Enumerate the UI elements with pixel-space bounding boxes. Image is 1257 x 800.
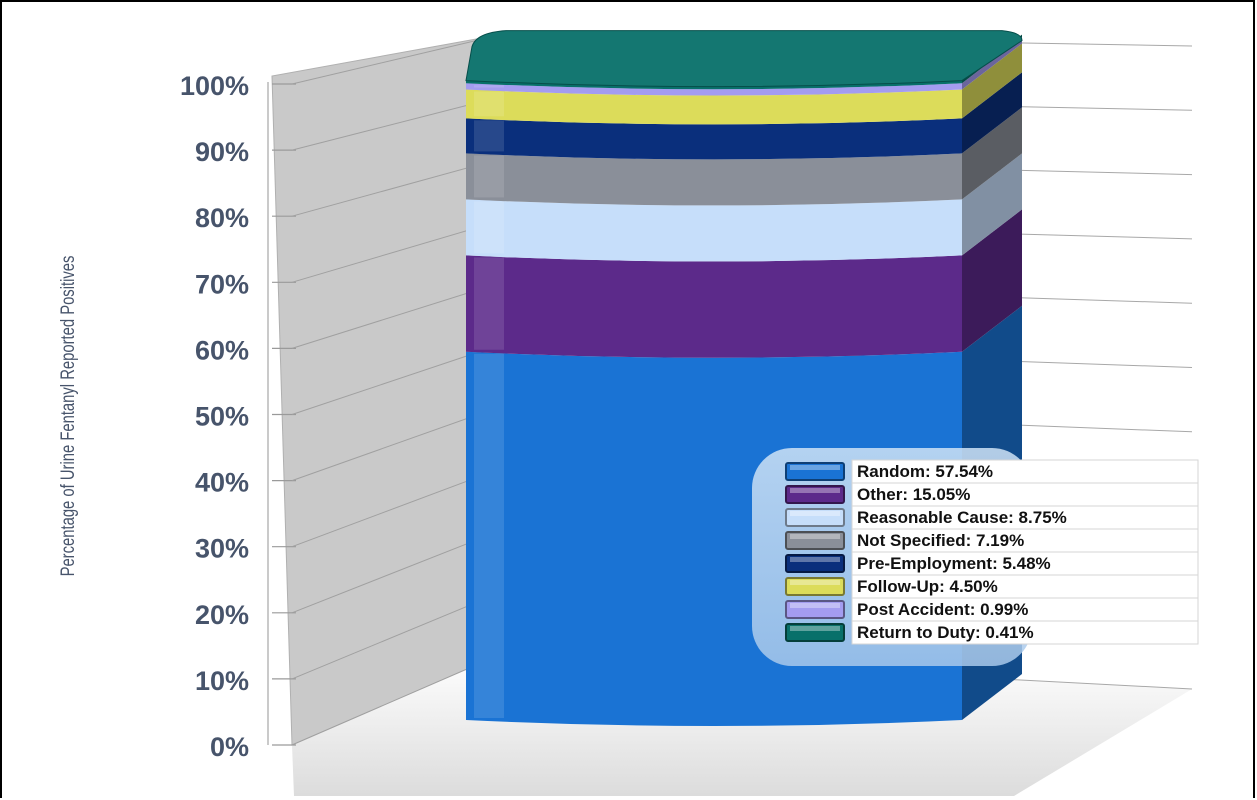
- legend-swatch-gloss: [790, 465, 840, 470]
- legend-item: Pre-Employment: 5.48%: [785, 551, 1199, 576]
- legend-swatch: [785, 554, 845, 573]
- legend-label: Not Specified: 7.19%: [857, 531, 1024, 550]
- bar-segment-reasonable-cause: [466, 153, 1022, 262]
- bar-top-cap: [465, 30, 1023, 88]
- y-tick-label: 50%: [195, 402, 249, 432]
- bar-side: [962, 209, 1022, 352]
- bar-segment-not-specified: [466, 107, 1022, 206]
- bar-segment-pre-employment: [466, 72, 1022, 160]
- bar-face: [466, 255, 962, 358]
- y-tick-label: 40%: [195, 468, 249, 498]
- y-tick-label: 90%: [195, 137, 249, 167]
- legend-swatch: [785, 577, 845, 596]
- y-tick-label: 70%: [195, 269, 249, 299]
- bar-highlight: [474, 353, 504, 718]
- legend-label: Reasonable Cause: 8.75%: [857, 508, 1067, 527]
- legend-swatch: [785, 485, 845, 504]
- legend-swatch: [785, 623, 845, 642]
- bar-highlight: [474, 155, 504, 198]
- bar-side: [962, 43, 1022, 119]
- gridline-side: [291, 33, 505, 85]
- bar-highlight: [474, 201, 504, 254]
- y-tick-label: 100%: [180, 71, 249, 101]
- legend-swatch-gloss: [790, 557, 840, 562]
- stacked-bar-chart: 0% 10% 20% 30% 40% 50% 60% 70% 80% 90% 100% Random…: [57, 30, 1199, 796]
- legend-item: Other: 15.05%: [785, 482, 1199, 507]
- bar-highlight: [474, 85, 504, 88]
- legend: Random: 57.54% Other: 15.05% Reasonable Ca…: [752, 448, 1199, 666]
- legend-label: Random: 57.54%: [857, 462, 993, 481]
- legend-swatch-gloss: [790, 626, 840, 631]
- y-tick-label: 10%: [195, 666, 249, 696]
- legend-label: Post Accident: 0.99%: [857, 600, 1028, 619]
- bar-face: [466, 89, 962, 125]
- y-axis-label: Percentage of Urine Fentanyl Reported Po…: [57, 256, 78, 577]
- bar-highlight: [474, 91, 504, 117]
- legend-swatch-gloss: [790, 488, 840, 493]
- bar-highlight: [474, 120, 504, 152]
- legend-item: Return to Duty: 0.41%: [785, 620, 1199, 645]
- bar-segment-other: [466, 209, 1022, 358]
- legend-item: Post Accident: 0.99%: [785, 597, 1199, 622]
- bar-side: [962, 107, 1022, 200]
- bar-face: [466, 83, 962, 96]
- bar-side: [962, 153, 1022, 256]
- y-axis-ticks: 0% 10% 20% 30% 40% 50% 60% 70% 80% 90% 100%: [180, 71, 249, 762]
- bar-face: [466, 80, 962, 90]
- bar-face: [466, 118, 962, 160]
- y-tick-label: 0%: [210, 732, 249, 762]
- legend-label: Return to Duty: 0.41%: [857, 623, 1034, 642]
- legend-label: Other: 15.05%: [857, 485, 970, 504]
- bar-highlight: [474, 257, 504, 350]
- legend-swatch: [785, 600, 845, 619]
- legend-swatch: [785, 462, 845, 481]
- bar-side: [962, 72, 1022, 154]
- legend-item: Reasonable Cause: 8.75%: [785, 505, 1199, 530]
- bar-face: [466, 153, 962, 206]
- y-tick-label: 80%: [195, 203, 249, 233]
- bar-face: [466, 199, 962, 262]
- legend-swatch: [785, 508, 845, 527]
- y-tick-label: 30%: [195, 534, 249, 564]
- legend-swatch-gloss: [790, 534, 840, 539]
- legend-label: Pre-Employment: 5.48%: [857, 554, 1051, 573]
- bar-segment-follow-up: [466, 43, 1022, 125]
- y-tick-label: 20%: [195, 600, 249, 630]
- legend-row-border: [851, 620, 1199, 645]
- y-tick-label: 60%: [195, 335, 249, 365]
- legend-swatch: [785, 531, 845, 550]
- legend-swatch-gloss: [790, 603, 840, 608]
- legend-swatch-gloss: [790, 580, 840, 585]
- legend-swatch-gloss: [790, 511, 840, 516]
- legend-label: Follow-Up: 4.50%: [857, 577, 998, 596]
